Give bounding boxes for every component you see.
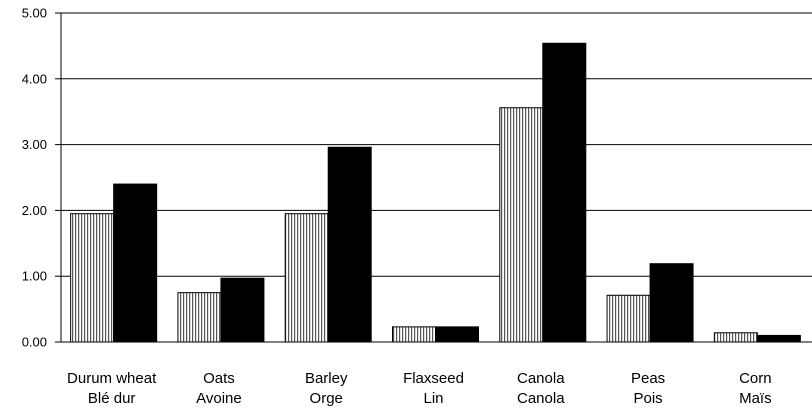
category-label: Lin: [423, 390, 443, 407]
category-label: Maïs: [739, 390, 772, 407]
category-label: Avoine: [196, 390, 242, 407]
bar-series-1: [392, 326, 436, 343]
category-label: Oats: [203, 370, 235, 387]
category-label: Orge: [310, 390, 343, 407]
category-label: Durum wheat: [67, 370, 157, 387]
gridlines: [61, 12, 812, 277]
y-tick-label: 1.00: [22, 269, 47, 284]
category-label: Canola: [517, 390, 565, 407]
bar-series-2: [113, 183, 158, 343]
bar-series-2: [435, 326, 479, 343]
y-tick-labels: 0.00 1.00 2.00 3.00 4.00 5.00: [22, 6, 47, 350]
y-tick-label: 3.00: [22, 137, 47, 152]
category-label: Corn: [739, 370, 772, 387]
y-tick-label: 0.00: [22, 335, 47, 350]
category-label: Pois: [633, 390, 662, 407]
category-label: Canola: [517, 370, 565, 387]
category-label: Barley: [305, 370, 348, 387]
axes: [55, 12, 812, 343]
bars: [70, 42, 801, 343]
bar-series-2: [756, 334, 801, 343]
y-tick-label: 2.00: [22, 203, 47, 218]
y-tick-label: 4.00: [22, 71, 47, 86]
category-label: Blé dur: [88, 390, 136, 407]
bar-series-1: [606, 294, 651, 343]
category-label: Flaxseed: [403, 370, 464, 387]
bar-series-1: [284, 213, 329, 343]
bar-series-2: [649, 263, 694, 343]
category-label: Peas: [631, 370, 665, 387]
y-tick-label: 5.00: [22, 6, 47, 21]
bar-series-2: [542, 42, 587, 343]
bar-series-2: [220, 277, 265, 343]
bar-series-2: [327, 146, 372, 343]
bar-series-1: [713, 332, 758, 343]
bar-series-1: [177, 292, 222, 343]
bar-series-1: [499, 107, 544, 343]
category-labels: Durum wheat Blé dur Oats Avoine Barley Orge Fl…: [67, 370, 772, 407]
bar-series-1: [70, 213, 115, 343]
